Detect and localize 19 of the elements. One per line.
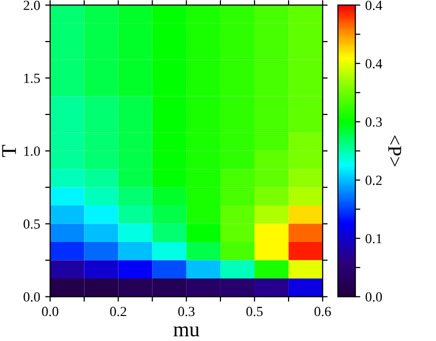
y-tick-label: 1.0 — [24, 146, 40, 156]
color-bar-label: 0.2 — [366, 176, 382, 186]
y-tick-label: 2.0 — [24, 0, 40, 10]
x-axis-title: mu — [174, 326, 200, 336]
x-tick-label: 0.3 — [178, 306, 195, 316]
y-tick-label: 1.5 — [24, 74, 40, 84]
x-tick-label: 0.2 — [110, 306, 126, 316]
color-bar-title: <P> — [388, 135, 402, 166]
x-tick-label: 0.0 — [42, 306, 58, 316]
y-tick-label: 0.5 — [24, 219, 40, 229]
y-tick-label: 0.0 — [24, 292, 40, 302]
color-bar-label: 0.1 — [366, 234, 382, 244]
color-bar-label: 0.4 — [366, 0, 382, 10]
x-tick-label: 0.6 — [314, 306, 331, 316]
color-bar-label: 0.0 — [366, 292, 382, 302]
color-bar-label: 0.3 — [366, 117, 382, 127]
y-axis-title: T — [2, 144, 16, 157]
color-bar-label: 0.4 — [366, 59, 382, 68]
x-tick-label: 0.5 — [246, 306, 263, 316]
